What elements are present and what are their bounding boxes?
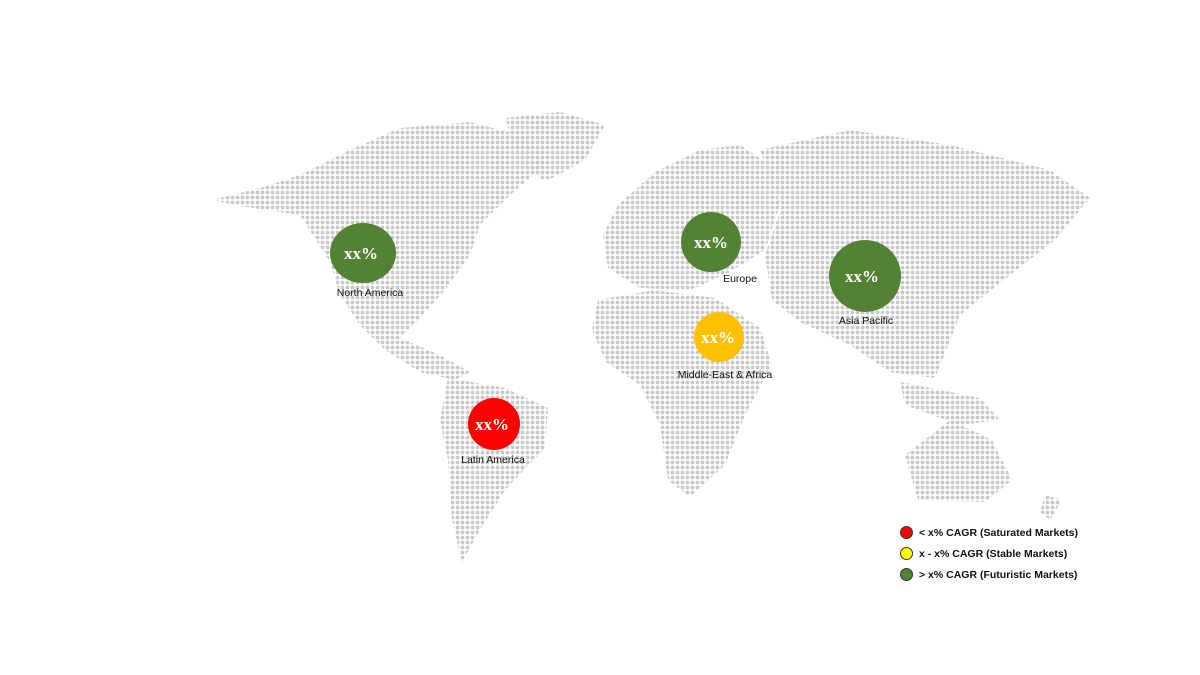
- continents: [212, 112, 1090, 562]
- region-bubble-middle-east-africa[interactable]: xx% Middle-East & Africa: [678, 312, 773, 381]
- legend-item-stable: x - x% CAGR (Stable Markets): [900, 543, 1078, 564]
- region-label: North America: [337, 287, 404, 299]
- new-zealand-land: [1040, 495, 1062, 520]
- region-label: Asia Pacific: [839, 315, 893, 327]
- legend-item-futuristic: > x% CAGR (Futuristic Markets): [900, 564, 1078, 585]
- region-bubble-europe[interactable]: xx% Europe: [681, 212, 757, 285]
- red-dot-icon: [900, 526, 913, 539]
- southeast-asia-islands: [900, 382, 1000, 425]
- europe-land: [603, 145, 780, 290]
- legend-item-saturated: < x% CAGR (Saturated Markets): [900, 522, 1078, 543]
- green-dot-icon: [900, 568, 913, 581]
- legend-label: < x% CAGR (Saturated Markets): [919, 526, 1079, 539]
- asia-land: [760, 130, 1090, 378]
- region-bubble-latin-america[interactable]: xx% Latin America: [461, 398, 525, 466]
- region-label: Middle-East & Africa: [678, 369, 773, 381]
- legend: < x% CAGR (Saturated Markets) x - x% CAG…: [900, 522, 1078, 585]
- region-label: Latin America: [461, 454, 525, 466]
- region-value: xx%: [845, 267, 879, 286]
- legend-label: x - x% CAGR (Stable Markets): [919, 547, 1068, 560]
- yellow-dot-icon: [900, 547, 913, 560]
- africa-land: [592, 290, 772, 497]
- region-bubble-asia-pacific[interactable]: xx% Asia Pacific: [829, 240, 901, 327]
- region-value: xx%: [694, 233, 728, 252]
- region-value: xx%: [344, 244, 378, 263]
- australia-land: [905, 420, 1012, 502]
- region-bubble-north-america[interactable]: xx% North America: [330, 223, 403, 299]
- legend-label: > x% CAGR (Futuristic Markets): [919, 568, 1078, 581]
- greenland-land: [505, 112, 605, 182]
- region-label: Europe: [723, 273, 757, 285]
- south-america-land: [440, 378, 548, 562]
- region-value: xx%: [475, 415, 509, 434]
- region-value: xx%: [701, 328, 735, 347]
